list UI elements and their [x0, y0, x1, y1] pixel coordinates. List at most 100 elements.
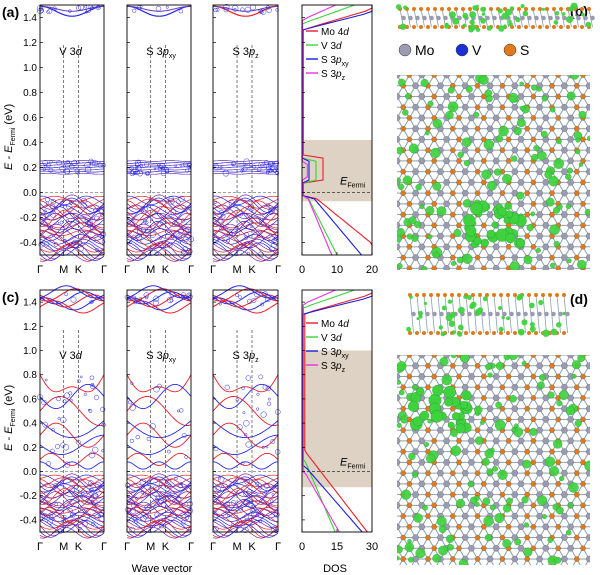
bond [397, 203, 398, 205]
isosurface-blob [553, 158, 565, 169]
sulfur-atom [474, 254, 481, 261]
bond [397, 547, 398, 549]
gap-shading [302, 350, 372, 488]
isosurface-blob [504, 202, 512, 210]
projection-circle [88, 487, 93, 492]
sulfur-atom [474, 384, 481, 390]
projection-circle [184, 455, 188, 459]
projection-circle [224, 227, 228, 231]
sulfur-atom [382, 352, 387, 357]
side-isosurface [451, 330, 456, 335]
bond [552, 279, 558, 290]
sulfur-atom [456, 524, 462, 530]
y-tick-label: 1.0 [23, 346, 37, 357]
projection-circle [157, 166, 163, 172]
band-line [212, 508, 279, 520]
molybdenum-atom [388, 147, 394, 153]
band-line [126, 247, 192, 261]
projection-circle [96, 207, 100, 212]
side-isosurface [457, 306, 465, 314]
projection-circle [155, 494, 160, 500]
side-isosurface [554, 11, 560, 16]
bond [385, 430, 391, 441]
isosurface-blob [566, 258, 572, 264]
projection-circle [130, 381, 134, 385]
molybdenum-atom [561, 103, 568, 111]
isosurface-blob [509, 261, 520, 270]
projection-circle [259, 164, 263, 167]
molybdenum-atom [561, 125, 568, 132]
isosurface-blob [415, 548, 426, 559]
isosurface-blob [548, 175, 559, 187]
projection-circle [258, 512, 264, 519]
molybdenum-atom [492, 394, 500, 402]
projection-circle [183, 161, 189, 167]
projection-circle [231, 163, 234, 167]
isosurface-blob [415, 183, 422, 191]
isosurface-blob [540, 130, 548, 138]
projection-circle [187, 501, 193, 507]
k-point-label: Γ [37, 541, 43, 553]
molybdenum-atom [437, 534, 444, 541]
side-molybdenum [432, 311, 437, 317]
isosurface-blob [539, 373, 546, 381]
sulfur-atom [549, 491, 555, 498]
projection-circle [178, 240, 182, 244]
band-line [39, 452, 105, 466]
side-sulfur [447, 7, 451, 11]
molybdenum-atom [536, 512, 543, 520]
molybdenum-atom [486, 254, 494, 261]
molybdenum-atom [418, 459, 426, 466]
sulfur-atom [580, 373, 586, 380]
isosurface-blob [425, 205, 435, 215]
isosurface-blob [491, 221, 499, 229]
molybdenum-atom [511, 168, 519, 175]
sulfur-atom [456, 373, 462, 380]
bond [403, 570, 409, 575]
sulfur-atom [524, 147, 530, 153]
projection-circle [221, 485, 225, 488]
bond [397, 505, 398, 507]
sulfur-atom [431, 201, 437, 207]
isosurface-blob [456, 498, 466, 508]
isosurface-blob [397, 545, 403, 554]
molybdenum-atom [468, 567, 474, 573]
side-isosurface [498, 25, 505, 32]
projection-circle [149, 423, 156, 430]
sulfur-atom [549, 362, 555, 369]
band-line [127, 170, 192, 173]
isosurface-blob [432, 118, 442, 129]
side-sulfur [531, 25, 535, 29]
band-line [126, 473, 192, 488]
bond [385, 247, 391, 258]
bond [595, 462, 600, 473]
projection-circle [164, 483, 170, 489]
projection-circle [187, 162, 192, 167]
sulfur-atom [580, 93, 586, 100]
bond [378, 462, 384, 473]
isosurface-blob [571, 360, 581, 370]
projection-circle [42, 421, 49, 428]
projection-circle [156, 501, 160, 505]
y-label-main: E - E [3, 426, 15, 451]
molybdenum-atom [592, 72, 598, 78]
side-isosurface [440, 331, 446, 337]
projection-circle [140, 209, 144, 213]
sulfur-atom [549, 125, 555, 132]
band-line [212, 374, 279, 393]
sulfur-atom [400, 534, 406, 541]
projection-circle [227, 514, 231, 518]
bond [422, 279, 428, 290]
isosurface-blob [397, 78, 406, 87]
band-line [126, 206, 192, 224]
sulfur-atom [406, 136, 413, 143]
sulfur-atom [580, 395, 586, 401]
molybdenum-atom [461, 512, 469, 520]
legend-orbital-number: 3 [330, 347, 336, 358]
sulfur-atom [574, 168, 580, 175]
molybdenum-atom [418, 480, 426, 488]
molybdenum-atom [567, 157, 574, 165]
isosurface-blob [505, 233, 516, 244]
projection-circle [184, 511, 190, 517]
